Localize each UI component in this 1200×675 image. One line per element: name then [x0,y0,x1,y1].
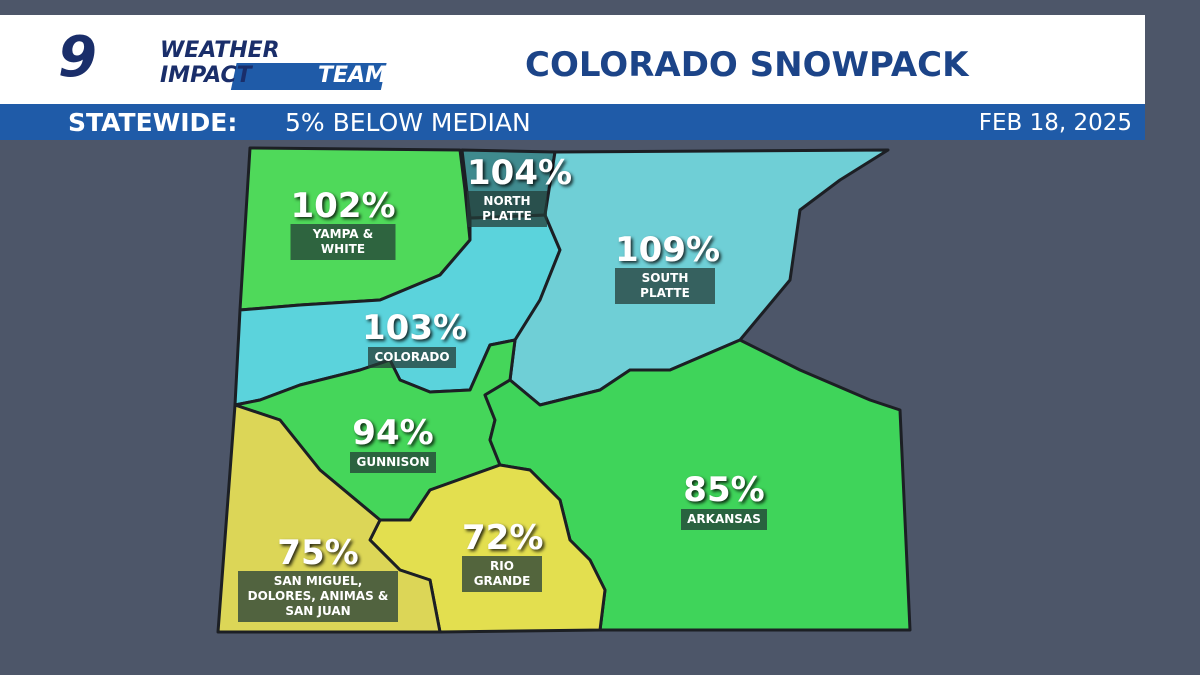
region-label: 104% NORTH PLATTE [467,153,573,227]
region-name: GUNNISON [350,452,436,473]
region-name: SOUTH PLATTE [615,268,715,304]
banner-date: FEB 18, 2025 [978,110,1132,136]
region-name: ARKANSAS [681,509,767,530]
region-percent: 104% [467,153,573,193]
region-percent: 75% [277,533,359,573]
region-name: NORTH PLATTE [467,191,547,227]
logo-line2b: TEAM [318,63,387,88]
logo-number: 9 [58,25,97,90]
region-name: YAMPA & WHITE [290,224,396,260]
region-name: COLORADO [368,347,456,368]
title: COLORADO SNOWPACK [525,45,969,85]
region-percent: 85% [683,470,765,510]
team-box [230,63,387,90]
region-percent: 94% [352,413,434,453]
region-label: 109% SOUTH PLATTE [615,230,721,304]
region-name: RIO GRANDE [462,556,542,592]
banner-label: STATEWIDE: [68,108,238,137]
logo-line1: WEATHER [160,38,280,63]
region-percent: 103% [362,308,468,348]
region-percent: 102% [290,186,396,226]
banner-box [0,104,1145,140]
region-percent: 109% [615,230,721,270]
region-label: 103% COLORADO [362,308,468,368]
region-name: SAN MIGUEL, DOLORES, ANIMAS & SAN JUAN [238,571,398,622]
region-percent: 72% [462,518,544,558]
region-label: 94% GUNNISON [348,415,438,473]
logo-line2a: IMPACT [160,63,252,88]
header-box [0,15,1145,105]
region-label: 72% RIO GRANDE [462,518,544,592]
region-label: 85% ARKANSAS [669,472,779,530]
region-label: 75% SAN MIGUEL, DOLORES, ANIMAS & SAN JUA… [238,535,398,622]
region-label: 102% YAMPA & WHITE [290,186,396,260]
banner-summary: 5% BELOW MEDIAN [285,108,531,137]
